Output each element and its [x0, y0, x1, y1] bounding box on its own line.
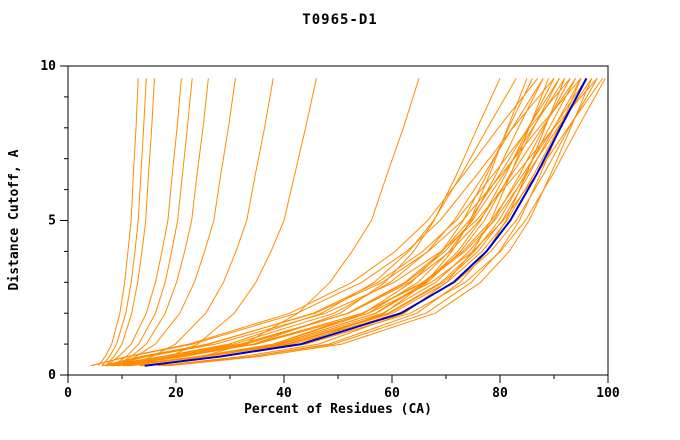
y-axis-label: Distance Cutoff, A	[7, 149, 22, 290]
series-model-29	[162, 78, 582, 367]
plot-content: 0 20 40 60 80 100 0 5 10	[40, 59, 620, 401]
series-model-07	[115, 78, 236, 367]
series-model-36	[125, 78, 598, 367]
y-tick-label: 10	[40, 59, 56, 74]
series-model-04	[106, 78, 182, 367]
series-model-02	[101, 78, 147, 367]
y-tick-label: 5	[48, 214, 56, 229]
x-tick-label: 40	[276, 386, 292, 401]
series-model-03	[105, 78, 155, 367]
series-model-33	[124, 78, 587, 367]
series-model-24	[111, 78, 566, 367]
y-tick-label: 0	[48, 368, 56, 383]
series-model-28	[101, 78, 577, 367]
x-tick-label: 0	[64, 386, 72, 401]
series-model-05	[112, 78, 193, 367]
x-tick-label: 20	[168, 386, 184, 401]
x-tick-label: 60	[384, 386, 400, 401]
series-model-09	[139, 78, 317, 367]
plot-title: T0965-D1	[302, 12, 377, 28]
x-tick-label: 100	[596, 386, 620, 401]
x-axis-label: Percent of Residues (CA)	[244, 402, 432, 417]
series-model-38	[113, 78, 604, 367]
series-model-31	[101, 78, 582, 367]
series-model-37	[107, 78, 598, 367]
series-model-11	[118, 78, 501, 367]
series-model-08	[126, 78, 274, 367]
series-model-10	[157, 78, 420, 367]
series-model-20	[90, 78, 555, 367]
series-model-17	[105, 78, 544, 367]
series-model-01	[97, 78, 139, 367]
x-tick-label: 80	[492, 386, 508, 401]
series-highlighted-model	[144, 77, 588, 367]
series-model-34	[168, 78, 593, 367]
series-model-06	[115, 78, 209, 367]
